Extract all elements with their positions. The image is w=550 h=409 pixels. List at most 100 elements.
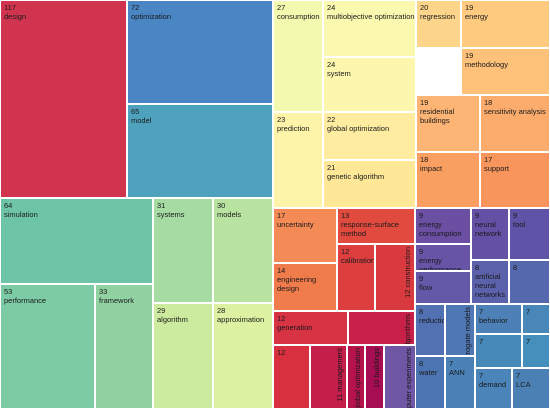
treemap-cell-label: 10 algorithms — [403, 314, 412, 344]
treemap-cell-value: 30 — [217, 201, 226, 210]
treemap-cell: 12 — [273, 345, 310, 409]
treemap-cell-value: 24 — [327, 3, 336, 12]
treemap-cell-name: consumption — [277, 12, 320, 21]
treemap-cell-label: 65 model — [131, 107, 151, 125]
treemap-cell-value: 7 — [479, 371, 484, 380]
treemap-cell-name: neural network — [475, 220, 502, 238]
treemap-cell-label: 7 — [526, 307, 530, 316]
treemap-cell-value: 27 — [277, 3, 286, 12]
treemap-cell-name: multiobjective optimization — [327, 12, 415, 21]
treemap-cell-name: energy performance — [419, 256, 462, 271]
treemap-cell-name: surrogate models — [463, 307, 472, 356]
treemap-cell-value: 28 — [217, 306, 226, 315]
treemap-cell-label: 9 tool — [513, 211, 525, 229]
treemap-cell-name: construction — [403, 247, 412, 288]
treemap-cell: 7 ANN — [445, 356, 475, 409]
treemap-cell-label: 8 — [513, 263, 517, 272]
treemap-cell-name: models — [217, 210, 242, 219]
treemap-cell-name: model — [131, 116, 152, 125]
treemap-cell-name: energy consumption — [419, 220, 462, 238]
treemap-cell: 23 prediction — [273, 112, 323, 208]
treemap-cell-name: design — [4, 12, 27, 21]
treemap-cell: 17 support — [480, 152, 550, 208]
treemap-cell: 19 energy — [461, 0, 550, 48]
treemap-cell-label: 24 multiobjective optimization — [327, 3, 415, 21]
treemap-cell: 9 neural network — [471, 208, 509, 260]
treemap-cell-value: 18 — [420, 155, 429, 164]
treemap-cell-name: regression — [420, 12, 456, 21]
treemap-cell-label: 19 residential buildings — [420, 98, 479, 125]
treemap-cell-name: buildings — [372, 348, 381, 378]
treemap-cell-label: 7 — [479, 337, 483, 346]
treemap-cell-label: 9 computer experiments — [404, 348, 413, 409]
treemap-cell-value: 13 — [341, 211, 350, 220]
treemap-cell-name: global optimization — [353, 348, 362, 409]
treemap-cell-value: 7 — [449, 359, 454, 368]
treemap-cell-name: computer experiments — [404, 348, 413, 409]
treemap-cell-label: 8reduction — [419, 307, 444, 325]
treemap-cell-name: water — [419, 368, 438, 377]
treemap-cell-value: 72 — [131, 3, 140, 12]
treemap-cell-value: 18 — [484, 98, 493, 107]
treemap-cell-label: 72 optimization — [131, 3, 171, 21]
treemap-cell-name: LCA — [516, 380, 531, 389]
treemap-cell-value: 14 — [277, 266, 286, 275]
treemap-cell-name: generation — [277, 323, 313, 332]
treemap-cell-label: 8 artificial neural networks — [475, 263, 508, 299]
treemap-cell-name: optimization — [131, 12, 172, 21]
treemap-cell-name: residential buildings — [420, 107, 455, 125]
treemap-cell-label: 13 response-surface method — [341, 211, 414, 238]
treemap-cell-label: 18 sensitivity analysis — [484, 98, 546, 116]
treemap-cell: 7 LCA — [512, 368, 550, 409]
treemap-cell-label: 7 — [526, 337, 530, 346]
treemap-cell-value: 11 — [335, 393, 344, 402]
treemap-cell-value: 19 — [420, 98, 429, 107]
treemap-cell-value: 12 — [277, 314, 286, 323]
treemap-cell-name: engineering design — [277, 275, 317, 293]
treemap-cell-name: artificial neural networks — [475, 272, 506, 299]
treemap-cell-value: 117 — [4, 3, 16, 12]
treemap-cell: 8 water — [415, 356, 445, 409]
treemap-cell-value: 7 — [479, 307, 484, 316]
treemap-cell-value: 7 — [516, 371, 521, 380]
treemap-cell-value: 65 — [131, 107, 140, 116]
treemap-cell: 10 algorithms — [348, 311, 415, 345]
treemap-cell-label: 17 uncertainty — [277, 211, 314, 229]
treemap-cell: 30 models — [213, 198, 273, 303]
treemap-cell: 27 consumption — [273, 0, 323, 112]
treemap-cell-value: 8 — [419, 359, 424, 368]
treemap-cell-name: simulation — [4, 210, 38, 219]
treemap-cell: 12 generation — [273, 311, 348, 345]
treemap-cell: 9 computer experiments — [384, 345, 416, 409]
treemap-cell: 65 model — [127, 104, 273, 198]
treemap-cell-label: 27 consumption — [277, 3, 320, 21]
treemap-cell-name: demand — [479, 380, 507, 389]
treemap-cell: 14 engineering design — [273, 263, 337, 311]
treemap-cell-label: 28 approximation — [217, 306, 264, 324]
treemap-cell-value: 8 — [475, 263, 480, 272]
treemap-cell-label: 7 ANN — [449, 359, 465, 377]
treemap-cell-label: 8 water — [419, 359, 437, 377]
treemap-cell-value: 21 — [327, 163, 336, 172]
treemap-cell: 12 construction — [375, 244, 415, 311]
treemap-cell-label: 14 engineering design — [277, 266, 336, 293]
treemap-cell-label: 9 neural network — [475, 211, 508, 238]
treemap-cell: 53 performance — [0, 284, 95, 409]
treemap-cell: 17 uncertainty — [273, 208, 337, 263]
treemap-cell-value: 19 — [465, 51, 474, 60]
treemap-cell-name: calibration — [341, 256, 375, 265]
treemap-cell-name: response-surface method — [341, 220, 399, 238]
treemap-cell: 7 — [475, 334, 522, 368]
treemap-cell-name: ANN — [449, 368, 465, 377]
treemap-cell-value: 9 — [419, 247, 424, 256]
treemap-cell-label: 24 system — [327, 60, 351, 78]
treemap-cell: 8 surrogate models — [445, 304, 475, 356]
treemap-cell: 117 design — [0, 0, 127, 198]
treemap-cell-label: 29 algorithm — [157, 306, 188, 324]
treemap-cell: 29 algorithm — [153, 303, 213, 409]
treemap-cell-value: 17 — [484, 155, 493, 164]
treemap-cell-label: 23 prediction — [277, 115, 310, 133]
treemap-cell-value: 20 — [420, 3, 429, 12]
treemap-cell-label: 8 surrogate models — [463, 307, 472, 356]
treemap-cell-name: sensitivity analysis — [484, 107, 546, 116]
